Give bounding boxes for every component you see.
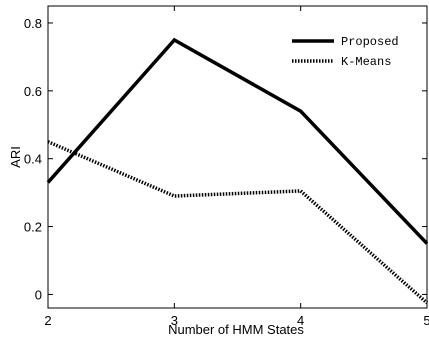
- legend: Proposed K-Means: [292, 35, 399, 69]
- legend-label-proposed: Proposed: [341, 35, 399, 49]
- y-tick-label: 0.4: [24, 152, 42, 167]
- y-tick-label: 0.8: [24, 16, 42, 31]
- y-tick-label: 0: [35, 287, 42, 302]
- y-tick-label: 0.6: [24, 84, 42, 99]
- x-tick-label: 3: [171, 313, 178, 328]
- series-line-proposed: [46, 37, 429, 245]
- legend-label-kmeans: K-Means: [341, 55, 391, 69]
- x-axis-label: Number of HMM States: [168, 322, 304, 337]
- series-line-k-means: [47, 140, 429, 305]
- y-tick-label: 0.2: [24, 220, 42, 235]
- x-tick-label: 4: [297, 313, 304, 328]
- plot-frame: [47, 5, 428, 309]
- x-axis-ticks: 2 3 4 5: [44, 6, 429, 328]
- x-tick-label: 2: [44, 313, 51, 328]
- y-axis-ticks: 0 0.2 0.4 0.6 0.8: [24, 16, 427, 302]
- series-layer: [46, 37, 429, 305]
- y-axis-label: ARI: [8, 146, 23, 168]
- x-tick-label: 5: [423, 313, 429, 328]
